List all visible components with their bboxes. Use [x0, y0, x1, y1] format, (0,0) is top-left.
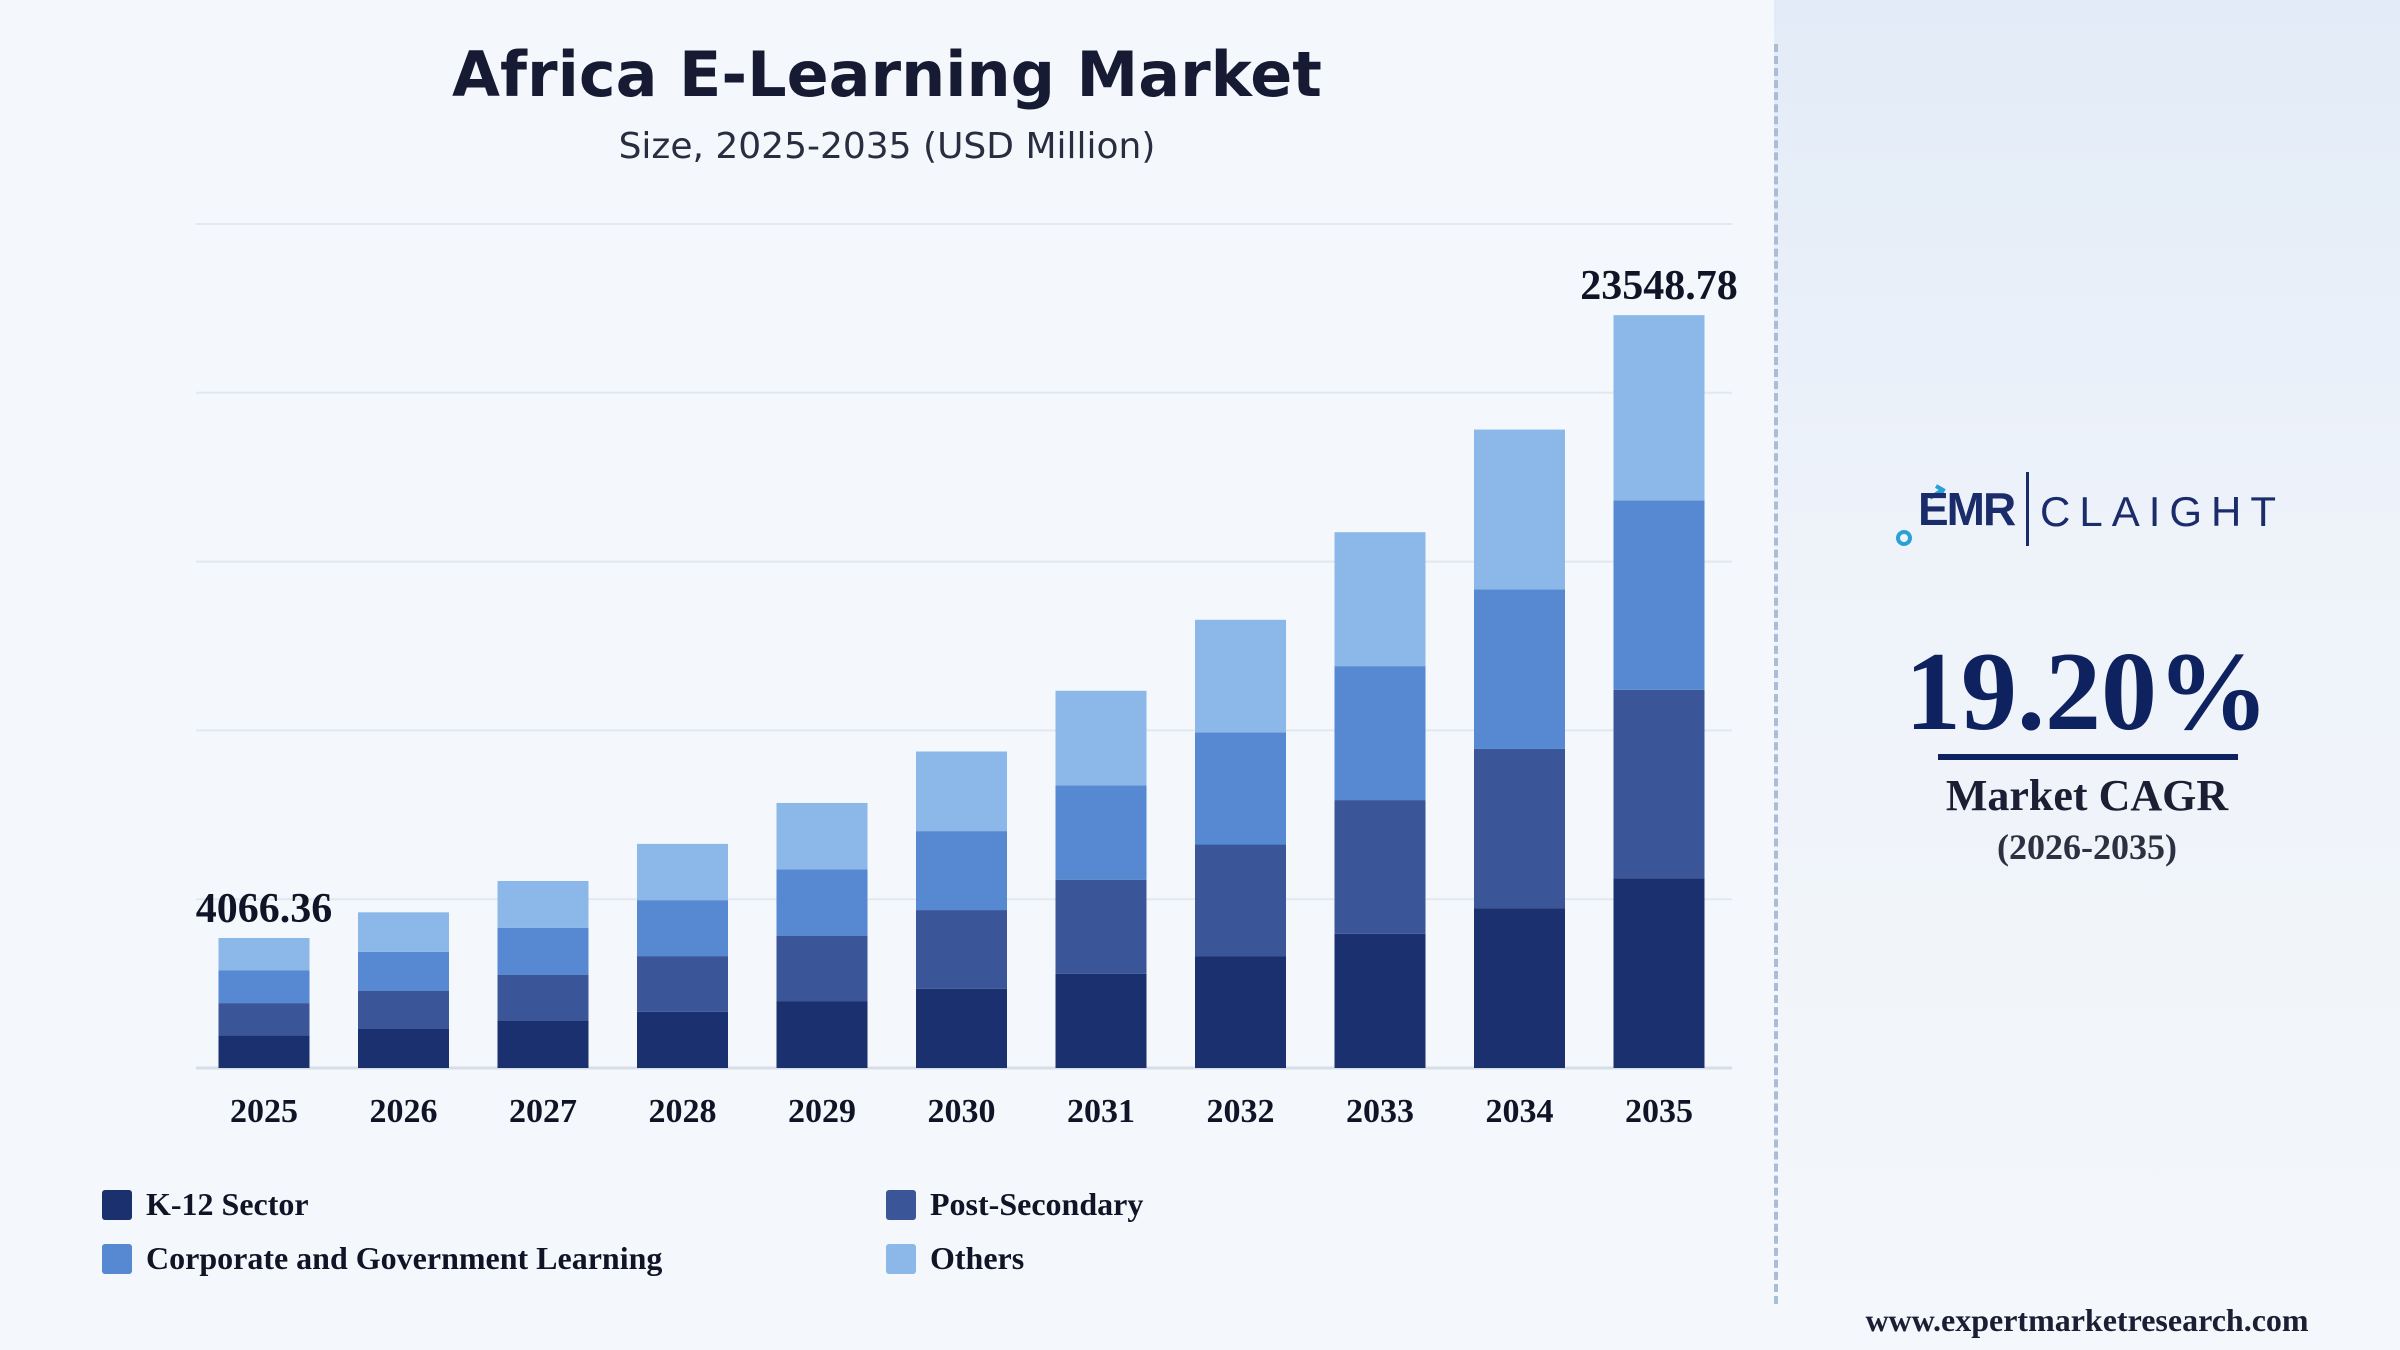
bar-segment [1474, 589, 1565, 749]
bar-segment [1055, 973, 1147, 1068]
cagr-label: Market CAGR [1945, 771, 2229, 820]
chart-subtitle: Size, 2025-2035 (USD Million) [618, 126, 1156, 167]
bar-segment [497, 1021, 589, 1068]
x-tick-label: 2026 [370, 1093, 438, 1130]
website-url[interactable]: www.expertmarketresearch.com [1865, 1302, 2309, 1338]
cagr-underline [1938, 754, 2238, 760]
emr-claight-logo: EMR CLAIGHT [1890, 468, 2290, 558]
x-tick-label: 2030 [928, 1093, 996, 1130]
bar-segment [916, 751, 1007, 832]
bar-segment [776, 935, 868, 1002]
bar-segment [358, 1028, 449, 1068]
bar-segment [637, 843, 728, 901]
x-tick-label: 2028 [649, 1093, 717, 1130]
logo-emr-text: EMR [1918, 483, 2016, 535]
bar-segment [1474, 748, 1565, 909]
logo-separator [2026, 472, 2029, 546]
x-tick-label: 2025 [230, 1093, 298, 1130]
bar-segment [1055, 879, 1147, 974]
bar-segment [1055, 785, 1147, 880]
bar-segment [1195, 732, 1286, 845]
bar-segment [1334, 933, 1426, 1068]
bar-segment [916, 910, 1007, 989]
x-tick-label: 2033 [1346, 1093, 1414, 1130]
bar-stacks [218, 315, 1705, 1068]
data-label: 23548.78 [1580, 263, 1738, 309]
bar-segment [218, 970, 310, 1004]
bar-segment [916, 988, 1007, 1068]
bar-segment [497, 927, 589, 975]
panel-divider [1774, 44, 1778, 1304]
bar-segment [776, 802, 868, 870]
bar-segment [1613, 315, 1705, 501]
bar-segment [358, 990, 449, 1029]
bar-segment [1195, 619, 1286, 733]
bar-segment [218, 1003, 310, 1036]
bar-segment [1334, 532, 1426, 667]
bar-segment [1195, 956, 1286, 1068]
bar-segment [1613, 500, 1705, 690]
bar-segment [776, 1001, 868, 1068]
logo-arrow-icon [1896, 484, 1946, 546]
bar-segment [1474, 908, 1565, 1068]
cagr-period: (2026-2035) [1997, 827, 2177, 867]
x-tick-label: 2027 [509, 1093, 577, 1130]
bar-segment [497, 974, 589, 1022]
bar-segment [218, 1035, 310, 1068]
bar-segment [637, 1011, 728, 1068]
x-tick-label: 2035 [1625, 1093, 1693, 1130]
bar-segment [1613, 878, 1705, 1068]
bar-segment [358, 912, 449, 952]
chart-title: Africa E-Learning Market [452, 38, 1322, 111]
stacked-bar-chart: 2025 2026 2027 2028 2029 2030 2031 2032 2033 2034… [196, 223, 1738, 1130]
x-tick-label: 2032 [1207, 1093, 1275, 1130]
bar-segment [776, 869, 868, 936]
bar-segment [1474, 429, 1565, 590]
x-tick-labels: 2025 2026 2027 2028 2029 2030 2031 2032 2033 2034… [230, 1093, 1693, 1130]
x-tick-label: 2029 [788, 1093, 856, 1130]
bar-segment [1613, 689, 1705, 879]
bar-segment [637, 956, 728, 1012]
info-panel [1774, 0, 2400, 1350]
bar-segment [1055, 690, 1147, 786]
x-tick-label: 2034 [1486, 1093, 1554, 1130]
bar-segment [1195, 844, 1286, 957]
bar-segment [1334, 666, 1426, 801]
data-label: 4066.36 [196, 886, 333, 932]
bar-segment [358, 951, 449, 991]
data-labels: 4066.36 23548.78 [196, 263, 1738, 932]
cagr-value: 19.20% [1905, 630, 2269, 754]
bar-segment [497, 880, 589, 928]
bar-segment [916, 831, 1007, 911]
bar-segment [1334, 800, 1426, 934]
bar-segment [218, 937, 310, 971]
x-tick-label: 2031 [1067, 1093, 1135, 1130]
bar-segment [637, 900, 728, 957]
logo-claight-text: CLAIGHT [2040, 488, 2286, 535]
